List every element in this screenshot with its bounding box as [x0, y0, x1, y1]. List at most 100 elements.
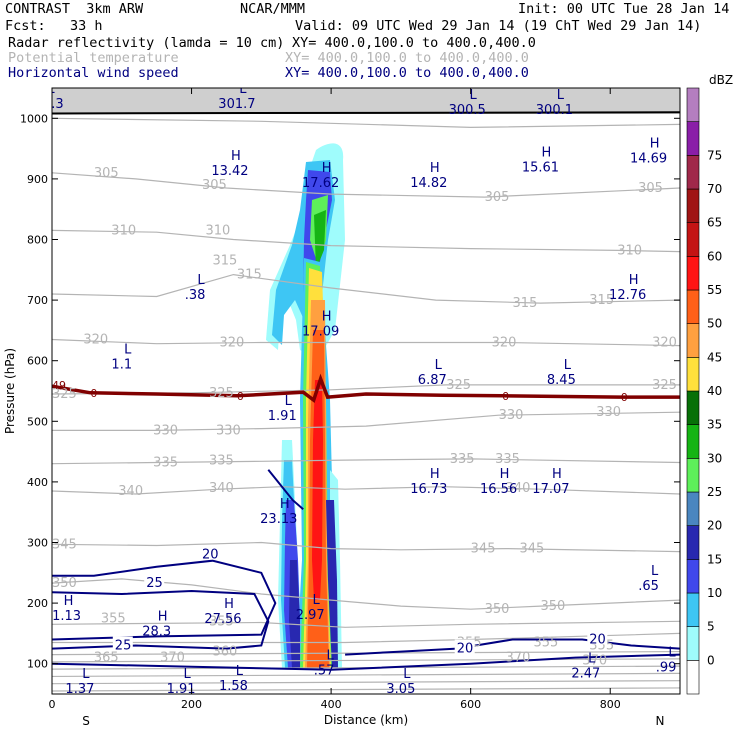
hl-value: 300.1 [536, 103, 573, 118]
theta-label: 360 [212, 645, 237, 660]
theta-label: 350 [540, 599, 565, 614]
colorbar-swatch [686, 458, 700, 493]
hl-marker: H [158, 609, 168, 624]
zero-c-label: 0 [237, 390, 244, 403]
theta-label: 365 [94, 651, 119, 666]
theta-label: 335 [450, 452, 475, 467]
colorbar-swatch [686, 525, 700, 560]
hl-marker: L [668, 646, 676, 661]
theta-label: 335 [153, 456, 178, 471]
wind-label-bg [200, 545, 221, 560]
colorbar-swatch [686, 323, 700, 358]
theta-label: 345 [520, 542, 545, 557]
y-tick-label: 300 [27, 537, 48, 550]
hl-marker: L [470, 88, 478, 103]
hl-value: 1.37 [65, 682, 94, 697]
theta-label: 370 [582, 654, 607, 669]
theta-label: 340 [506, 481, 531, 496]
hl-value: 14.82 [410, 176, 447, 191]
x-tick-label: 800 [600, 698, 621, 711]
theta-contour-line [52, 273, 680, 304]
theta-label: 325 [209, 386, 234, 401]
hl-value: .57 [314, 664, 335, 679]
hl-marker: H [322, 309, 332, 324]
theta-label: 325 [52, 387, 77, 402]
theta-label: 330 [499, 408, 524, 423]
colorbar-label: 35 [707, 418, 722, 432]
colorbar-label: 20 [707, 519, 722, 533]
theta-contour-line [52, 658, 680, 663]
theta-contour-line [52, 458, 680, 465]
x-tick-label: 600 [460, 698, 481, 711]
theta-contour-line [52, 172, 680, 198]
colorbar-label: 55 [707, 283, 722, 297]
theta-label: 355 [209, 614, 234, 629]
theta-contour-line [52, 672, 680, 678]
terrain-line [52, 111, 680, 115]
theta-label: 330 [596, 405, 621, 420]
wind-contour-line [52, 653, 680, 671]
theta-label: 350 [52, 576, 77, 591]
hl-value: 15.61 [522, 161, 559, 176]
wind-label-bg [454, 639, 475, 654]
south-end-label: S [82, 714, 90, 728]
theta-labels: 3653703603703703553503553553553553503503… [52, 166, 677, 669]
colorbar-label: 25 [707, 485, 722, 499]
hl-marker: L [285, 394, 293, 409]
y-axis-label: Pressure (hPa) [3, 348, 17, 434]
y-tick-label: 1000 [20, 112, 48, 125]
colorbar-label: 15 [707, 552, 722, 566]
zero-c-label: 49 [52, 379, 66, 392]
y-tick-label: 200 [27, 597, 48, 610]
zero-c-label: 0 [502, 390, 509, 403]
wind-contour-line [345, 638, 680, 656]
wind-label-bg [144, 574, 165, 589]
theta-label: 310 [206, 223, 231, 238]
colorbar-label: 50 [707, 317, 722, 331]
theta-label: 340 [118, 484, 143, 499]
hl-marker: L [588, 652, 596, 667]
colorbar-swatch [686, 592, 700, 627]
hl-value: 17.09 [302, 324, 339, 339]
field-reflectivity-xy: XY= 400.0,100.0 to 400.0,400.0 [292, 35, 536, 51]
colorbar-swatch [686, 222, 700, 257]
hl-marker: L [403, 667, 411, 682]
field-theta-xy: XY= 400.0,100.0 to 400.0,400.0 [285, 50, 529, 66]
wind-label: 25 [115, 639, 132, 654]
theta-label: 355 [533, 635, 558, 650]
colorbar-swatch [686, 626, 700, 661]
hl-value: 31.13 [44, 609, 81, 624]
hl-value: .99 [656, 661, 677, 676]
hl-marker: L [327, 649, 335, 664]
hl-value: 1.58 [219, 679, 248, 694]
init-time: Init: 00 UTC Tue 28 Jan 14 [518, 1, 730, 17]
plot-frame [51, 87, 681, 695]
y-tick-label: 800 [27, 234, 48, 247]
zero-c-label: 0 [621, 391, 628, 404]
field-wind-xy: XY= 400.0,100.0 to 400.0,400.0 [285, 65, 529, 81]
hl-marker: L [313, 593, 321, 608]
hl-value: .38 [185, 288, 206, 303]
colorbar-label: 30 [707, 451, 722, 465]
x-tick-label: 0 [49, 698, 56, 711]
hl-marker: L [236, 664, 244, 679]
organization: NCAR/MMM [240, 1, 306, 17]
hl-marker: L [124, 343, 132, 358]
y-tick-label: 400 [27, 476, 48, 489]
hl-value: .65 [638, 579, 659, 594]
y-tick-label: 700 [27, 294, 48, 307]
hl-marker: L [239, 82, 247, 97]
theta-label: 325 [652, 378, 677, 393]
hl-marker: L [564, 358, 572, 373]
hl-value: 23.13 [260, 512, 297, 527]
upper-theta-band [52, 88, 680, 114]
reflectivity-field [266, 143, 345, 668]
zero-c-label: 0 [90, 387, 97, 400]
theta-label: 315 [589, 293, 614, 308]
theta-contour-line [52, 620, 680, 628]
colorbar-label: 70 [707, 182, 722, 196]
hl-marker: L [557, 88, 565, 103]
theta-label: 320 [492, 336, 517, 351]
